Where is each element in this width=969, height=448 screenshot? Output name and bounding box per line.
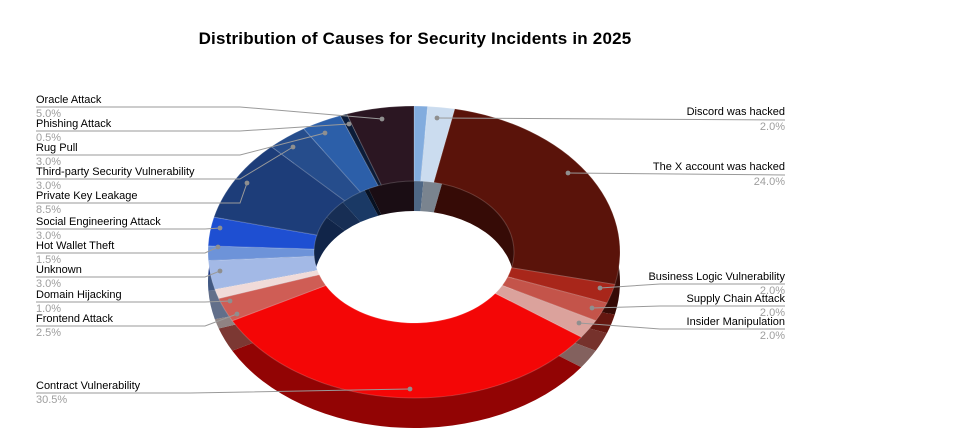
slice-label-percent: 3.0% [36,156,62,168]
connector-hot-wallet-theft [36,246,219,254]
connector-business-logic-vulnerability [599,283,785,289]
connector-contract-vulnerability [36,388,411,394]
slice-label-third-party-security-vulnerability: Third-party Security Vulnerability 3.0% [36,166,195,192]
slice-label-name: Social Engineering Attack [36,216,161,228]
slice-label-name: Business Logic Vulnerability [648,271,785,283]
connector-frontend-attack [36,313,238,327]
connector-private-key-leakage [36,182,248,204]
connector-dot-rug-pull [322,130,328,136]
slice-label-percent: 2.0% [759,285,785,297]
connector-oracle-attack [36,106,383,120]
slice-label-frontend-attack: Frontend Attack 2.5% [36,313,113,339]
slice-label-percent: 2.0% [759,121,785,133]
connector-dot-third-party-security-vulnerability [290,144,296,150]
connector-the-x-account-was-hacked [567,172,786,176]
connector-dot-contract-vulnerability [407,386,413,392]
connector-dot-business-logic-vulnerability [597,285,603,291]
connector-dot-private-key-leakage [244,180,250,186]
slice-label-percent: 2.0% [759,307,785,319]
connector-rug-pull [36,132,326,156]
connector-dot-supply-chain-attack [589,305,595,311]
connector-dot-the-x-account-was-hacked [565,170,571,176]
slice-label-percent: 1.0% [36,303,62,315]
slice-label-percent: 1.5% [36,254,62,266]
slice-label-phishing-attack: Phishing Attack 0.5% [36,118,111,144]
connector-third-party-security-vulnerability [36,146,294,180]
slice-label-name: Private Key Leakage [36,190,138,202]
slice-label-percent: 2.0% [759,330,785,342]
slice-label-percent: 2.5% [36,327,62,339]
connector-supply-chain-attack [591,305,785,309]
connector-domain-hijacking [36,300,231,303]
connector-social-engineering-attack [36,227,221,230]
connector-insider-manipulation [578,322,785,330]
slice-label-rug-pull: Rug Pull 3.0% [36,142,78,168]
slice-label-name: Domain Hijacking [36,289,122,301]
slice-label-percent: 8.5% [36,204,62,216]
slice-label-name: Contract Vulnerability [36,380,141,392]
slice-label-name: Hot Wallet Theft [36,240,115,252]
slice-label-name: Insider Manipulation [686,316,785,328]
connector-unknown [36,270,221,278]
slice-label-percent: 3.0% [36,180,62,192]
connector-dot-frontend-attack [234,311,240,317]
connector-dot-insider-manipulation [576,320,582,326]
pie-slice-oracle-attack[interactable] [346,105,415,186]
slice-label-the-x-account-was-hacked: The X account was hacked 24.0% [653,161,785,188]
slice-label-percent: 3.0% [36,230,62,242]
slice-label-hot-wallet-theft: Hot Wallet Theft 1.5% [36,240,114,266]
slice-label-insider-manipulation: Insider Manipulation 2.0% [687,316,785,342]
slice-label-contract-vulnerability: Contract Vulnerability 30.5% [36,380,140,406]
slice-label-supply-chain-attack: Supply Chain Attack 2.0% [687,293,785,319]
slice-label-name: Frontend Attack [36,313,114,325]
slice-label-name: Oracle Attack [36,94,102,106]
slice-label-domain-hijacking: Domain Hijacking 1.0% [36,289,122,315]
slice-label-percent: 3.0% [36,278,62,290]
connector-dot-social-engineering-attack [217,225,223,231]
slice-label-name: Unknown [36,264,82,276]
slice-label-social-engineering-attack: Social Engineering Attack 3.0% [36,216,161,242]
chart-title: Distribution of Causes for Security Inci… [198,29,632,48]
slice-label-name: Rug Pull [36,142,78,154]
slice-label-name: Discord was hacked [686,106,785,118]
slice-label-percent: 5.0% [36,108,62,120]
slice-label-percent: 30.5% [36,394,68,406]
slice-label-unknown: Unknown 3.0% [36,264,82,290]
slice-label-name: Phishing Attack [36,118,112,130]
slice-label-business-logic-vulnerability: Business Logic Vulnerability 2.0% [648,271,785,297]
slice-label-percent: 24.0% [753,176,785,188]
connector-dot-domain-hijacking [227,298,233,304]
connector-dot-phishing-attack [346,121,352,127]
slice-label-oracle-attack: Oracle Attack 5.0% [36,94,101,120]
connector-dot-discord-was-hacked [434,115,440,121]
slice-label-discord-was-hacked: Discord was hacked 2.0% [687,106,785,133]
slice-label-percent: 0.5% [36,132,62,144]
connector-discord-was-hacked [436,117,786,121]
connector-phishing-attack [36,123,350,132]
connector-dot-oracle-attack [379,116,385,122]
pie-slice-the-x-account-was-hacked[interactable] [433,108,621,286]
pie-slice-contract-vulnerability[interactable] [231,284,583,399]
slice-label-name: Third-party Security Vulnerability [36,166,195,178]
slice-label-private-key-leakage: Private Key Leakage 8.5% [36,190,138,216]
slice-label-name: The X account was hacked [652,161,785,173]
connector-dot-hot-wallet-theft [215,244,221,250]
slice-label-name: Supply Chain Attack [686,293,785,305]
connector-dot-unknown [217,268,223,274]
